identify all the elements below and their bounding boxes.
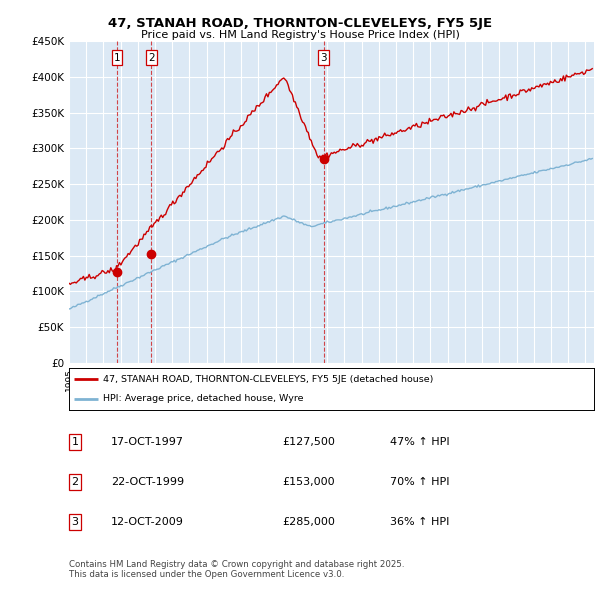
Text: 70% ↑ HPI: 70% ↑ HPI	[390, 477, 449, 487]
Text: 12-OCT-2009: 12-OCT-2009	[111, 517, 184, 527]
Text: 22-OCT-1999: 22-OCT-1999	[111, 477, 184, 487]
Text: 47% ↑ HPI: 47% ↑ HPI	[390, 437, 449, 447]
Text: 36% ↑ HPI: 36% ↑ HPI	[390, 517, 449, 527]
Text: HPI: Average price, detached house, Wyre: HPI: Average price, detached house, Wyre	[103, 394, 304, 403]
Text: 17-OCT-1997: 17-OCT-1997	[111, 437, 184, 447]
Text: 2: 2	[71, 477, 79, 487]
Text: 2: 2	[148, 53, 155, 63]
Text: 3: 3	[71, 517, 79, 527]
Text: 3: 3	[320, 53, 327, 63]
Text: £153,000: £153,000	[282, 477, 335, 487]
Text: 47, STANAH ROAD, THORNTON-CLEVELEYS, FY5 5JE: 47, STANAH ROAD, THORNTON-CLEVELEYS, FY5…	[108, 17, 492, 30]
Text: £285,000: £285,000	[282, 517, 335, 527]
Text: Price paid vs. HM Land Registry's House Price Index (HPI): Price paid vs. HM Land Registry's House …	[140, 30, 460, 40]
Text: 47, STANAH ROAD, THORNTON-CLEVELEYS, FY5 5JE (detached house): 47, STANAH ROAD, THORNTON-CLEVELEYS, FY5…	[103, 375, 433, 384]
Text: 1: 1	[71, 437, 79, 447]
Text: 1: 1	[114, 53, 121, 63]
Text: Contains HM Land Registry data © Crown copyright and database right 2025.
This d: Contains HM Land Registry data © Crown c…	[69, 560, 404, 579]
Text: £127,500: £127,500	[282, 437, 335, 447]
